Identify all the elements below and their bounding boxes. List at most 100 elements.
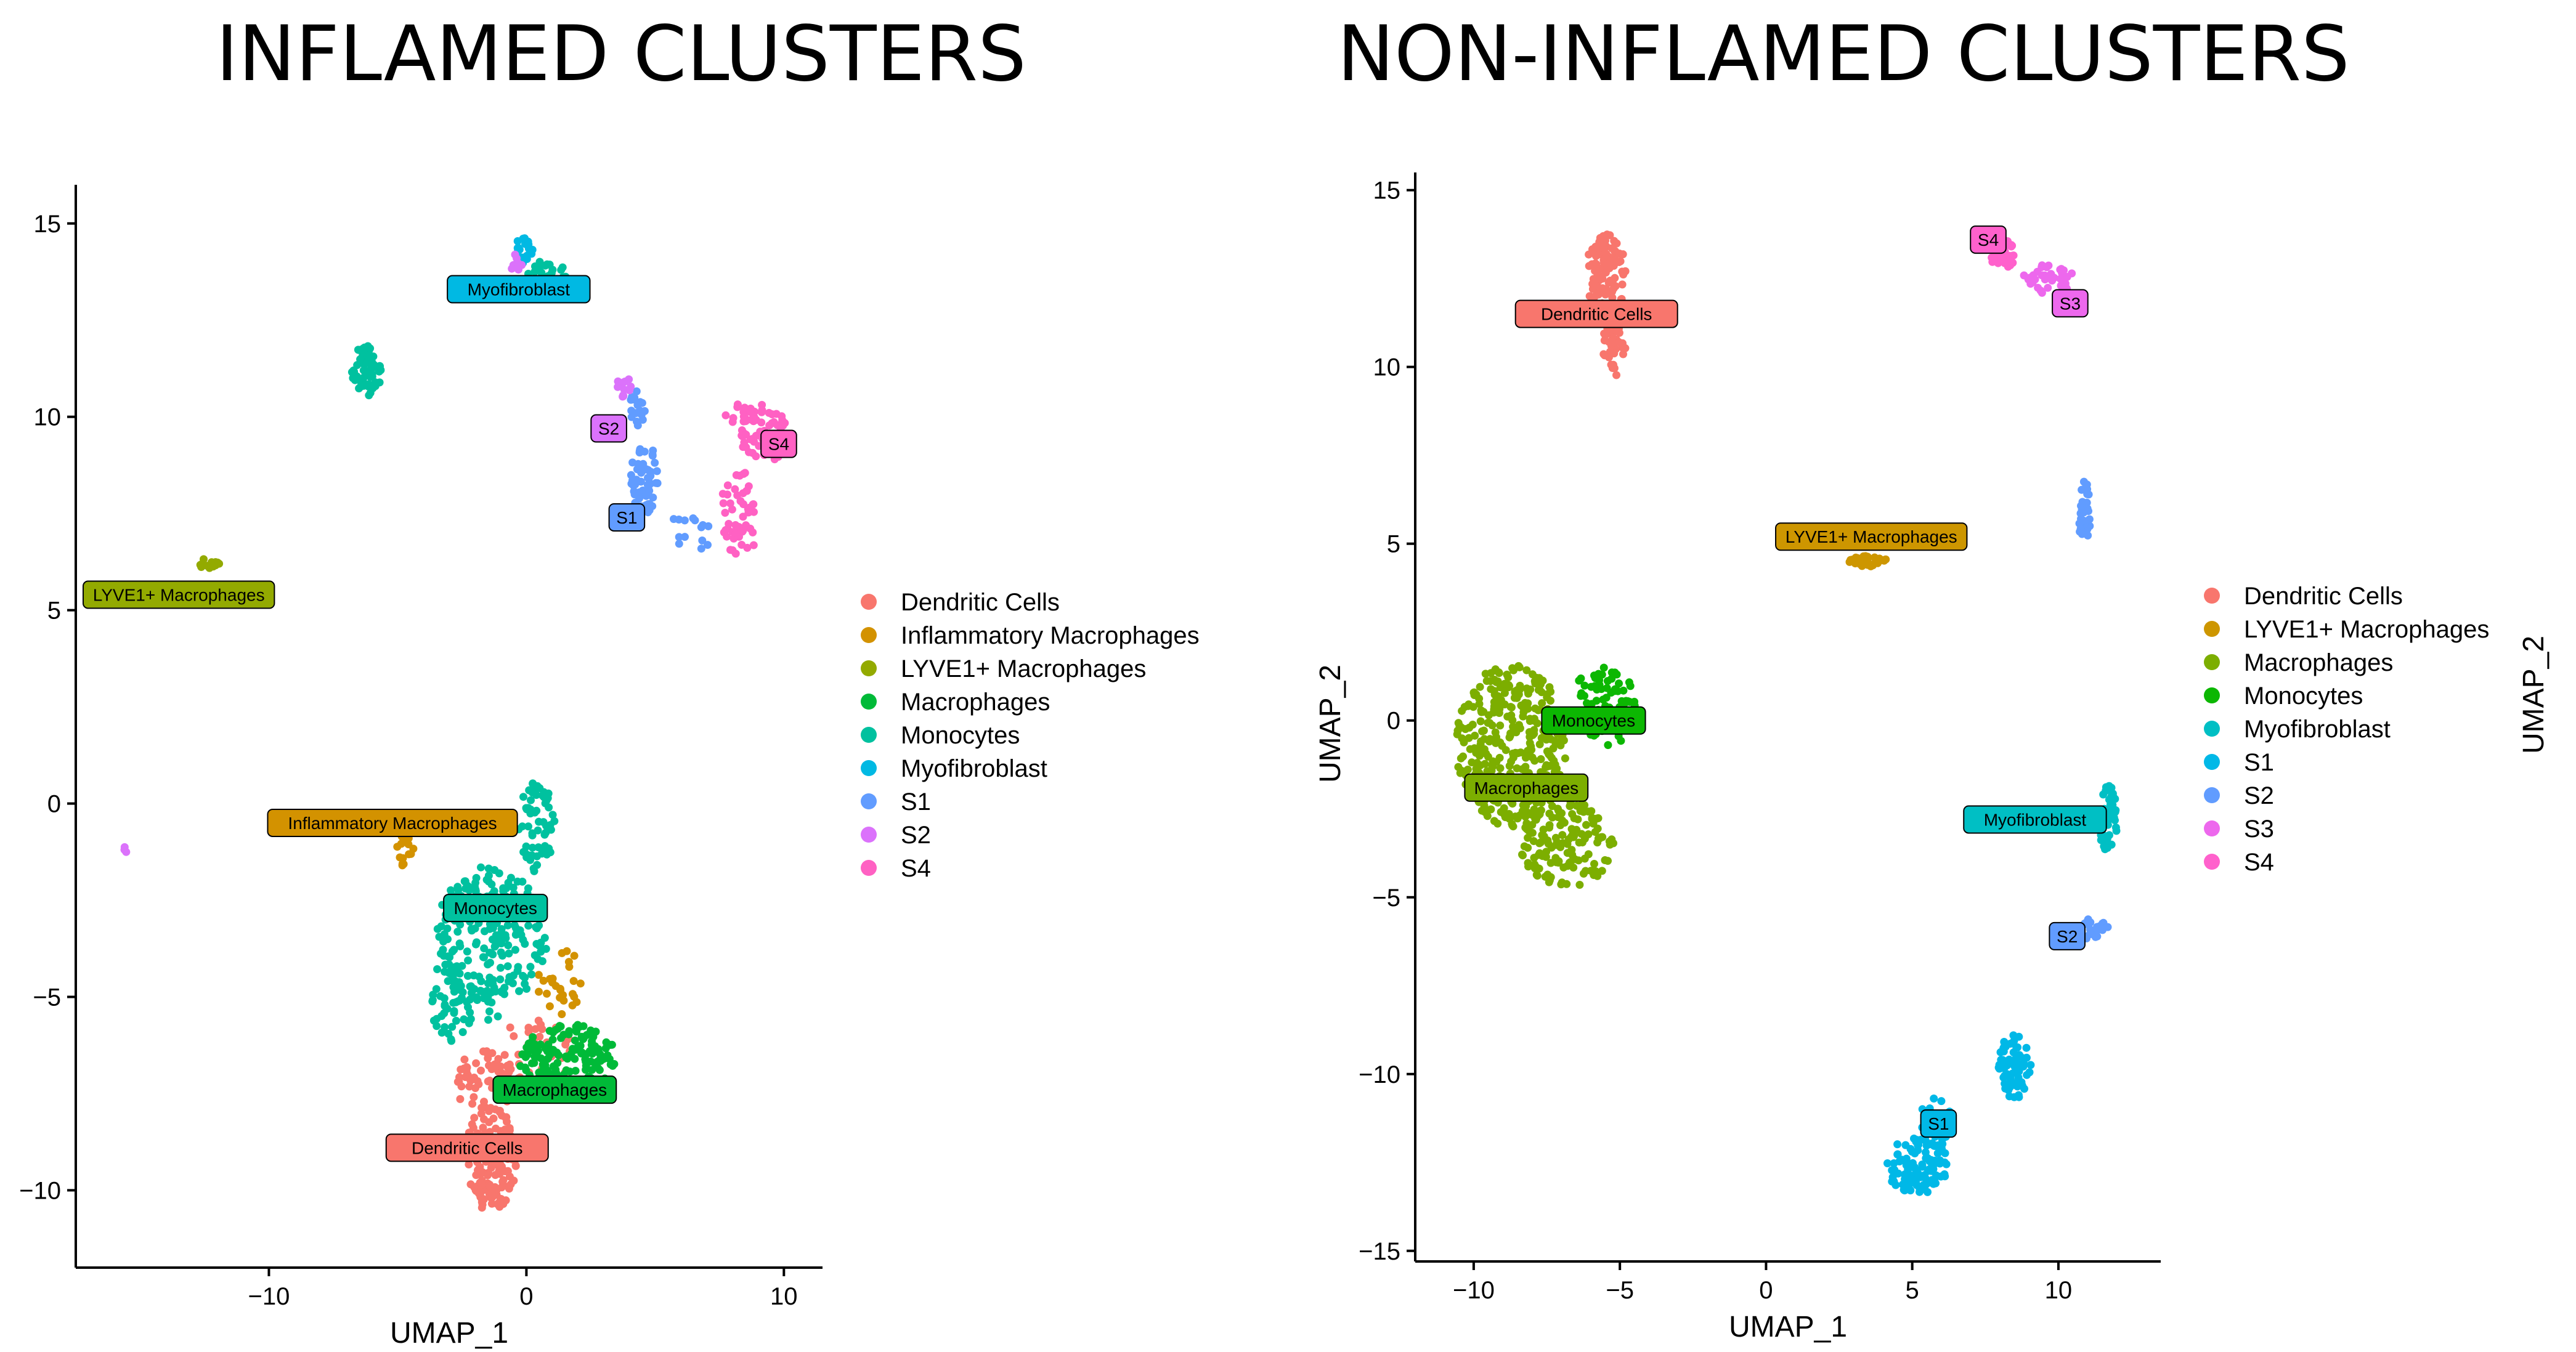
y-tick-label: 15 — [1373, 177, 1401, 204]
scatter-point — [524, 822, 532, 831]
scatter-point — [1524, 699, 1532, 708]
scatter-point — [603, 1052, 612, 1061]
scatter-point — [1551, 833, 1560, 842]
scatter-point — [1582, 820, 1590, 829]
scatter-point — [539, 976, 548, 985]
cluster-label-dendritic-cells: Dendritic Cells — [385, 1133, 549, 1162]
legend-swatch — [861, 594, 877, 610]
scatter-point — [742, 521, 750, 530]
scatter-point — [1599, 695, 1607, 704]
cluster-label-text: Macrophages — [503, 1080, 607, 1099]
scatter-point — [1485, 736, 1493, 745]
scatter-point — [1535, 810, 1544, 819]
cluster-label-text: S4 — [768, 435, 789, 454]
scatter-point — [1595, 276, 1604, 285]
scatter-point — [752, 452, 760, 461]
scatter-point — [1532, 870, 1541, 879]
legend-item-dendritic-cells: Dendritic Cells — [861, 589, 1060, 616]
non-inflamed-title: NON-INFLAMED CLUSTERS — [1337, 10, 2349, 99]
scatter-point — [1476, 717, 1485, 726]
scatter-point — [1491, 666, 1499, 674]
scatter-point — [1476, 682, 1484, 691]
scatter-point — [1570, 814, 1579, 822]
scatter-point — [698, 536, 707, 544]
scatter-point — [558, 1010, 566, 1018]
cluster-label-macrophages: Macrophages — [1464, 773, 1589, 802]
scatter-point — [534, 1016, 543, 1025]
scatter-point — [1503, 712, 1512, 721]
non-inflamed-y-axis-title-right: UMAP_2 — [2517, 636, 2550, 754]
scatter-point — [1524, 826, 1533, 835]
scatter-point — [2001, 1083, 2010, 1092]
scatter-point — [495, 937, 503, 946]
scatter-point — [1901, 1141, 1910, 1149]
scatter-point — [2022, 1053, 2031, 1062]
cluster-label-box — [443, 894, 548, 923]
scatter-point — [360, 343, 369, 352]
scatter-point — [1582, 867, 1590, 875]
scatter-point — [1933, 1149, 1942, 1157]
scatter-point — [614, 383, 622, 391]
inflamed-series-myofibroblast — [513, 234, 537, 267]
legend-label: Macrophages — [901, 689, 1050, 716]
scatter-point — [456, 942, 465, 950]
scatter-point — [1599, 244, 1607, 253]
legend-item-dendritic-cells: Dendritic Cells — [2204, 583, 2403, 610]
scatter-point — [448, 1022, 457, 1031]
cluster-label-box — [1541, 706, 1646, 735]
scatter-point — [1496, 721, 1505, 730]
scatter-point — [741, 403, 749, 412]
scatter-point — [2001, 1072, 2009, 1080]
scatter-point — [1530, 854, 1538, 862]
scatter-point — [649, 493, 657, 502]
scatter-point — [1453, 726, 1462, 735]
scatter-point — [433, 1022, 441, 1030]
scatter-point — [1995, 1064, 2004, 1073]
scatter-point — [739, 489, 747, 498]
legend-swatch — [2204, 654, 2220, 670]
legend-swatch — [2204, 588, 2220, 604]
scatter-point — [741, 469, 749, 477]
cluster-label-box — [608, 503, 646, 532]
inflamed-series-s4 — [718, 400, 790, 558]
scatter-point — [540, 793, 548, 801]
scatter-point — [515, 987, 523, 995]
non-inflamed-umap-panel: −10 −5 0 5 10 −15 −10 −5 0 5 10 15 UMAP_1 UMAP_2 UMAP_… — [1314, 172, 2550, 1343]
scatter-point — [1595, 238, 1604, 246]
legend-label: Myofibroblast — [901, 755, 1047, 782]
scatter-point — [1505, 814, 1514, 823]
scatter-point — [1466, 745, 1474, 753]
scatter-point — [2083, 490, 2092, 498]
scatter-point — [484, 979, 492, 987]
scatter-point — [569, 977, 578, 986]
scatter-point — [498, 1178, 507, 1186]
scatter-point — [2008, 1078, 2017, 1087]
scatter-point — [1901, 1172, 1909, 1180]
scatter-point — [500, 1051, 509, 1059]
legend-item-lyve1-macrophages: LYVE1+ Macrophages — [861, 655, 1146, 682]
scatter-point — [429, 990, 437, 999]
scatter-point — [1603, 684, 1611, 692]
scatter-point — [721, 411, 730, 419]
scatter-point — [484, 872, 493, 880]
cluster-label-s1: S1 — [608, 503, 646, 532]
inflamed-series-inflammatory-macrophages — [393, 832, 585, 1018]
scatter-point — [1612, 326, 1620, 335]
scatter-point — [1472, 764, 1481, 773]
legend-item-s2: S2 — [2204, 782, 2274, 809]
cluster-label-text: S3 — [2060, 294, 2081, 313]
scatter-point — [723, 481, 732, 490]
scatter-point — [1615, 338, 1623, 347]
scatter-point — [553, 1048, 561, 1057]
scatter-point — [1569, 833, 1578, 841]
scatter-point — [454, 886, 463, 894]
scatter-point — [407, 849, 415, 858]
legend-label: S1 — [901, 788, 931, 816]
legend-swatch — [2204, 687, 2220, 703]
legend-swatch — [2204, 787, 2220, 803]
scatter-point — [733, 400, 742, 409]
scatter-point — [1487, 805, 1495, 814]
scatter-point — [1893, 1140, 1902, 1149]
scatter-point — [757, 418, 766, 427]
scatter-point — [2044, 283, 2052, 292]
